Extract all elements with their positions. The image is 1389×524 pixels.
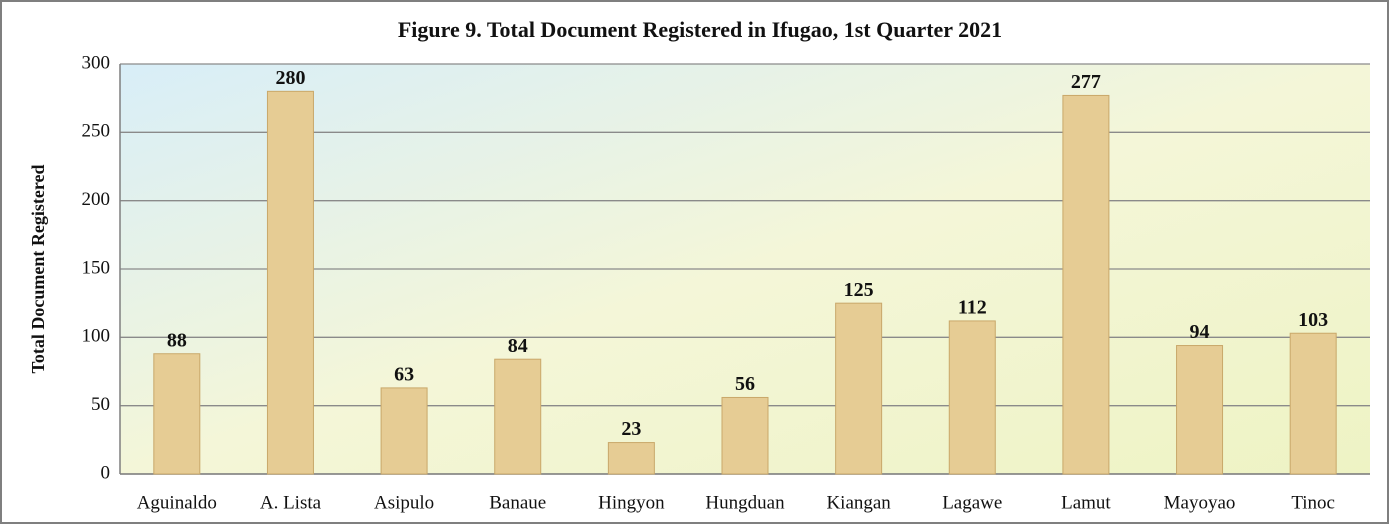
x-tick-label: Hungduan <box>705 492 785 513</box>
bar <box>1289 332 1337 475</box>
x-tick-label: Mayoyao <box>1164 492 1236 513</box>
data-label: 56 <box>735 373 755 395</box>
bar <box>153 353 201 475</box>
y-tick-label: 150 <box>82 257 111 278</box>
y-tick-label: 250 <box>82 121 111 142</box>
data-label: 112 <box>958 297 987 319</box>
x-tick-label: Tinoc <box>1291 492 1335 513</box>
data-label: 23 <box>621 418 641 440</box>
y-axis-label: Total Document Registered <box>28 165 48 374</box>
bar <box>1062 94 1110 475</box>
data-label: 125 <box>844 279 874 301</box>
x-tick-label: Asipulo <box>374 492 434 513</box>
y-tick-label: 200 <box>82 189 111 210</box>
bar <box>494 358 542 475</box>
bar <box>380 387 428 475</box>
x-tick-label: Hingyon <box>598 492 665 513</box>
bar <box>266 90 314 475</box>
y-tick-label: 0 <box>101 462 111 483</box>
bar <box>835 302 883 475</box>
bar <box>721 396 769 475</box>
x-tick-label: Lagawe <box>942 492 1002 513</box>
bar <box>948 320 996 475</box>
data-label: 84 <box>508 335 528 357</box>
data-label: 94 <box>1190 321 1210 343</box>
x-tick-label: Kiangan <box>826 492 891 513</box>
bar <box>1176 345 1224 475</box>
y-tick-label: 100 <box>82 326 111 347</box>
x-tick-label: A. Lista <box>260 492 322 513</box>
data-label: 277 <box>1071 71 1101 93</box>
x-tick-label: Lamut <box>1061 492 1111 513</box>
data-label: 88 <box>167 329 187 351</box>
data-label: 280 <box>275 67 305 89</box>
data-label: 103 <box>1298 309 1328 331</box>
x-tick-label: Aguinaldo <box>137 492 217 513</box>
y-tick-label: 50 <box>91 394 110 415</box>
chart-title: Figure 9. Total Document Registered in I… <box>398 17 1002 42</box>
bar <box>607 442 655 475</box>
y-tick-label: 300 <box>82 52 111 73</box>
x-tick-label: Banaue <box>489 492 546 513</box>
data-label: 63 <box>394 363 414 385</box>
